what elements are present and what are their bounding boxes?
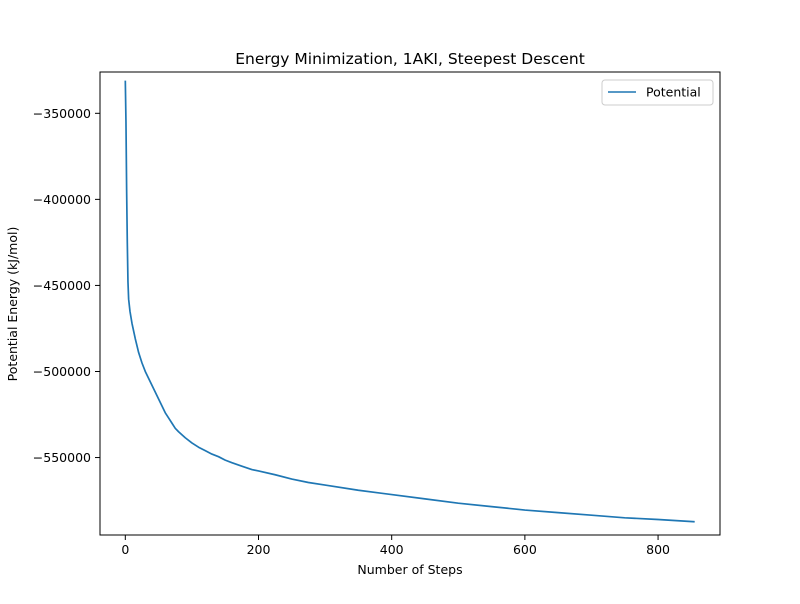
legend: Potential	[601, 79, 714, 106]
x-tick-label: 600	[513, 542, 537, 557]
x-tick-label: 800	[646, 542, 670, 557]
axis-ticks: 0 200 400 600 800 −350000 −400000 −450000 −50000…	[33, 106, 670, 557]
y-axis-label: Potential Energy (kJ/mol)	[5, 227, 20, 382]
x-tick-label: 0	[121, 542, 129, 557]
x-tick-label: 200	[247, 542, 271, 557]
axes-frame	[99, 71, 721, 536]
x-axis-label: Number of Steps	[357, 562, 462, 577]
y-tick-label: −500000	[33, 364, 91, 379]
y-tick-label: −550000	[33, 450, 91, 465]
legend-label-potential: Potential	[646, 85, 701, 100]
plot-area	[124, 80, 695, 523]
legend-box	[601, 79, 714, 106]
y-tick-label: −350000	[33, 106, 91, 121]
series-line-potential	[124, 80, 695, 523]
chart-title: Energy Minimization, 1AKI, Steepest Desc…	[235, 50, 585, 68]
x-tick-label: 400	[380, 542, 404, 557]
y-tick-label: −450000	[33, 278, 91, 293]
y-tick-label: −400000	[33, 192, 91, 207]
